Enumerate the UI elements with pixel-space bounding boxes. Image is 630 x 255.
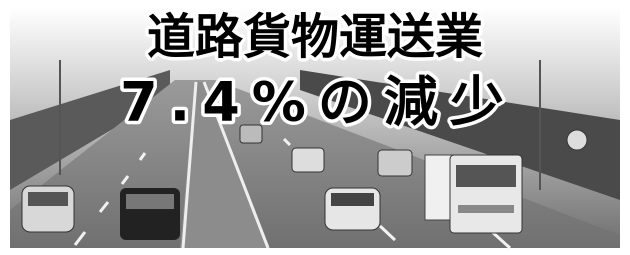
page: 道路貨物運送業 7.4%の減少 (() => { const data = JS… [0, 0, 630, 255]
headline-title: 道路貨物運送業 [147, 9, 483, 65]
headline-subtitle: 7.4%の減少 [120, 71, 516, 134]
news-image: 道路貨物運送業 7.4%の減少 [0, 0, 630, 255]
